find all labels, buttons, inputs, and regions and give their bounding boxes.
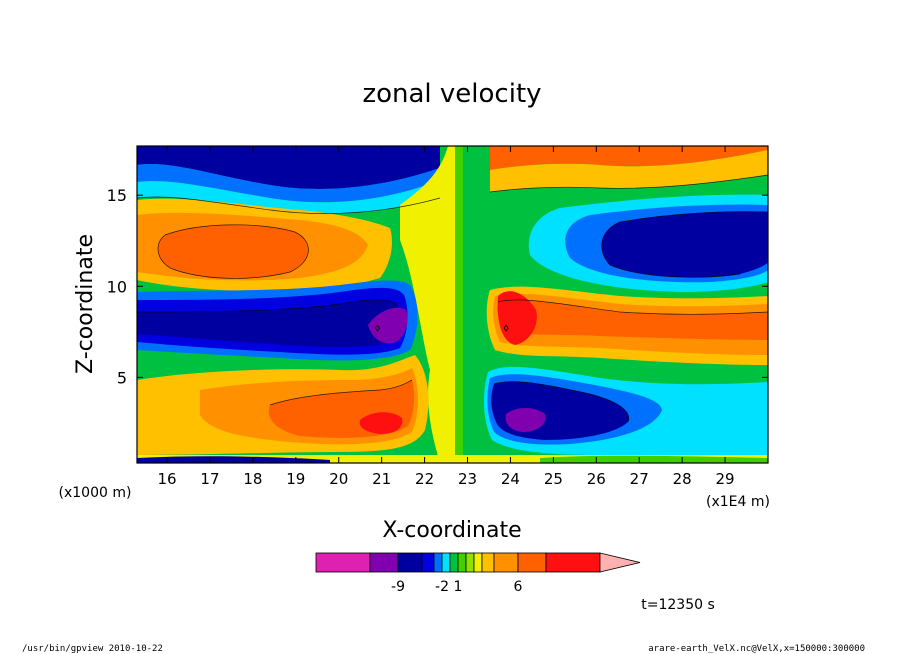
- x-tick-label: 17: [200, 470, 219, 488]
- x-tick-label: 24: [501, 470, 520, 488]
- chart-title: zonal velocity: [362, 79, 541, 109]
- plot-area: [137, 146, 768, 463]
- extreme-marker: [374, 324, 380, 332]
- y-axis-label: Z-coordinate: [73, 234, 98, 374]
- y-unit-label: (x1000 m): [59, 485, 132, 501]
- x-unit-label: (x1E4 m): [706, 494, 770, 510]
- colorbar-swatch: [449, 552, 459, 573]
- colorbar-swatch: [441, 552, 451, 573]
- extreme-marker: [503, 324, 509, 332]
- x-tick-label: 27: [630, 470, 649, 488]
- colorbar-tick-label: -9: [391, 579, 405, 595]
- colorbar-swatch: [457, 552, 467, 573]
- x-tick-label: 23: [458, 470, 477, 488]
- x-axis: 16 17 18 19 20 21 22 23 24 25 26 27 28 29: [158, 146, 735, 488]
- colorbar: -9 -2 1 6: [315, 552, 641, 595]
- colorbar-tick-label: 1: [454, 579, 463, 595]
- colorbar-swatch: [465, 552, 475, 573]
- colorbar-swatch: [481, 552, 495, 573]
- colorbar-swatch: [369, 552, 399, 573]
- x-tick-label: 19: [286, 470, 305, 488]
- y-tick-label: 5: [117, 368, 127, 387]
- colorbar-arrow: [599, 552, 641, 573]
- colorbar-swatch: [421, 552, 435, 573]
- x-axis-label: X-coordinate: [382, 518, 521, 543]
- x-tick-label: 25: [544, 470, 563, 488]
- time-label: t=12350 s: [641, 597, 715, 613]
- colorbar-swatch: [315, 552, 371, 573]
- x-tick-label: 26: [587, 470, 606, 488]
- extreme-markers: [374, 324, 509, 332]
- x-tick-label: 21: [372, 470, 391, 488]
- x-tick-label: 18: [243, 470, 262, 488]
- colorbar-swatch: [433, 552, 443, 573]
- colorbar-swatch: [517, 552, 547, 573]
- y-tick-label: 10: [107, 277, 127, 296]
- x-tick-label: 28: [673, 470, 692, 488]
- colorbar-swatch: [545, 552, 601, 573]
- x-tick-label: 22: [415, 470, 434, 488]
- footer-left: /usr/bin/gpview 2010-10-22: [22, 644, 163, 654]
- colorbar-swatch: [473, 552, 483, 573]
- y-axis: 5 10 15: [107, 186, 768, 387]
- footer-right: arare-earth_VelX.nc@VelX,x=150000:300000: [648, 644, 865, 654]
- x-tick-label: 20: [329, 470, 348, 488]
- colorbar-swatch: [493, 552, 519, 573]
- y-tick-label: 15: [107, 186, 127, 205]
- plot-frame: [136, 145, 769, 464]
- colorbar-tick-label: -2: [435, 579, 449, 595]
- x-tick-label: 16: [158, 470, 177, 488]
- colorbar-tick-label: 6: [514, 579, 523, 595]
- colorbar-swatch: [397, 552, 423, 573]
- x-tick-label: 29: [716, 470, 735, 488]
